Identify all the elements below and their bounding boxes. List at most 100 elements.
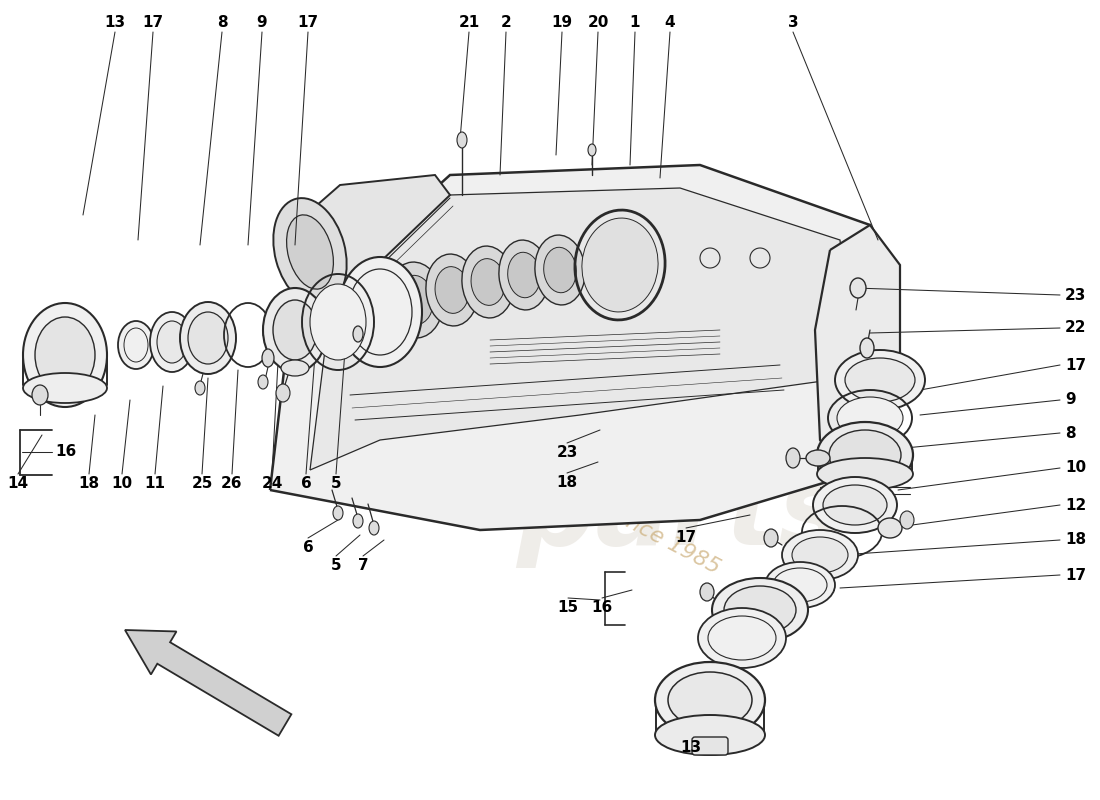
Text: 8: 8 bbox=[217, 15, 228, 30]
Text: 15: 15 bbox=[558, 600, 579, 615]
Ellipse shape bbox=[353, 514, 363, 528]
Ellipse shape bbox=[180, 302, 236, 374]
Ellipse shape bbox=[900, 511, 914, 529]
Ellipse shape bbox=[792, 537, 848, 573]
Ellipse shape bbox=[471, 258, 505, 306]
Ellipse shape bbox=[508, 252, 540, 298]
Ellipse shape bbox=[23, 373, 107, 403]
Ellipse shape bbox=[535, 235, 585, 305]
Text: a passion for parts since 1985: a passion for parts since 1985 bbox=[417, 402, 723, 578]
Ellipse shape bbox=[434, 266, 469, 314]
Ellipse shape bbox=[470, 275, 490, 295]
Text: 18: 18 bbox=[557, 475, 578, 490]
Ellipse shape bbox=[817, 422, 913, 488]
Ellipse shape bbox=[712, 578, 808, 642]
Ellipse shape bbox=[258, 375, 268, 389]
Ellipse shape bbox=[23, 303, 107, 407]
Ellipse shape bbox=[32, 385, 48, 405]
Text: 26: 26 bbox=[221, 476, 243, 491]
Text: 21: 21 bbox=[459, 15, 480, 30]
Ellipse shape bbox=[333, 506, 343, 520]
Ellipse shape bbox=[368, 521, 379, 535]
PathPatch shape bbox=[310, 188, 845, 470]
Text: 11: 11 bbox=[144, 476, 165, 491]
Ellipse shape bbox=[263, 288, 327, 372]
PathPatch shape bbox=[285, 175, 450, 325]
Text: 9: 9 bbox=[1065, 393, 1076, 407]
Ellipse shape bbox=[698, 608, 786, 668]
PathPatch shape bbox=[270, 165, 900, 530]
Ellipse shape bbox=[456, 132, 468, 148]
PathPatch shape bbox=[815, 225, 900, 470]
Text: 17: 17 bbox=[1065, 567, 1086, 582]
Text: 16: 16 bbox=[55, 445, 76, 459]
Text: 12: 12 bbox=[1065, 498, 1087, 513]
Ellipse shape bbox=[188, 312, 228, 364]
Ellipse shape bbox=[860, 338, 875, 358]
Ellipse shape bbox=[845, 358, 915, 402]
Text: 17: 17 bbox=[142, 15, 164, 30]
Text: 5: 5 bbox=[331, 476, 341, 491]
Text: 22: 22 bbox=[1065, 321, 1087, 335]
Ellipse shape bbox=[582, 218, 658, 312]
Ellipse shape bbox=[829, 430, 901, 480]
Text: 1: 1 bbox=[629, 15, 640, 30]
Ellipse shape bbox=[782, 530, 858, 580]
Ellipse shape bbox=[835, 350, 925, 410]
Ellipse shape bbox=[426, 254, 478, 326]
Ellipse shape bbox=[878, 518, 902, 538]
Ellipse shape bbox=[764, 562, 835, 608]
Ellipse shape bbox=[280, 360, 309, 376]
Text: 4: 4 bbox=[664, 15, 675, 30]
Text: 17: 17 bbox=[1065, 358, 1086, 373]
Ellipse shape bbox=[700, 583, 714, 601]
Ellipse shape bbox=[764, 529, 778, 547]
Text: 25: 25 bbox=[191, 476, 212, 491]
Ellipse shape bbox=[338, 257, 422, 367]
Text: 9: 9 bbox=[256, 15, 267, 30]
Ellipse shape bbox=[654, 662, 764, 738]
Ellipse shape bbox=[150, 312, 194, 372]
Text: 14: 14 bbox=[8, 476, 29, 491]
Text: 17: 17 bbox=[675, 530, 696, 545]
Ellipse shape bbox=[273, 198, 346, 306]
Ellipse shape bbox=[588, 144, 596, 156]
Ellipse shape bbox=[823, 485, 887, 525]
Text: 10: 10 bbox=[1065, 461, 1086, 475]
Text: 8: 8 bbox=[1065, 426, 1076, 441]
Ellipse shape bbox=[499, 240, 549, 310]
Ellipse shape bbox=[700, 248, 720, 268]
Ellipse shape bbox=[118, 321, 154, 369]
Ellipse shape bbox=[397, 275, 433, 325]
Ellipse shape bbox=[813, 477, 896, 533]
Ellipse shape bbox=[276, 384, 290, 402]
Ellipse shape bbox=[654, 715, 764, 755]
Ellipse shape bbox=[543, 247, 576, 293]
Text: 20: 20 bbox=[587, 15, 608, 30]
Ellipse shape bbox=[353, 326, 363, 342]
Ellipse shape bbox=[520, 268, 540, 288]
Ellipse shape bbox=[668, 672, 752, 728]
Text: parts: parts bbox=[516, 462, 845, 569]
Text: 23: 23 bbox=[1065, 287, 1087, 302]
Text: 2: 2 bbox=[500, 15, 512, 30]
Text: 5: 5 bbox=[331, 558, 341, 573]
Text: euro: euro bbox=[410, 306, 749, 434]
Text: 19: 19 bbox=[551, 15, 573, 30]
Ellipse shape bbox=[352, 277, 408, 353]
Ellipse shape bbox=[462, 246, 514, 318]
Text: 3: 3 bbox=[788, 15, 799, 30]
Text: 7: 7 bbox=[358, 558, 368, 573]
Ellipse shape bbox=[195, 381, 205, 395]
Text: 23: 23 bbox=[557, 445, 578, 460]
Ellipse shape bbox=[310, 284, 366, 360]
Text: 24: 24 bbox=[262, 476, 283, 491]
Text: 6: 6 bbox=[300, 476, 311, 491]
Text: 17: 17 bbox=[297, 15, 319, 30]
Ellipse shape bbox=[35, 317, 95, 393]
Text: 6: 6 bbox=[302, 540, 313, 555]
Ellipse shape bbox=[837, 397, 903, 439]
Ellipse shape bbox=[817, 458, 913, 490]
FancyArrow shape bbox=[125, 630, 292, 736]
Ellipse shape bbox=[806, 450, 830, 466]
